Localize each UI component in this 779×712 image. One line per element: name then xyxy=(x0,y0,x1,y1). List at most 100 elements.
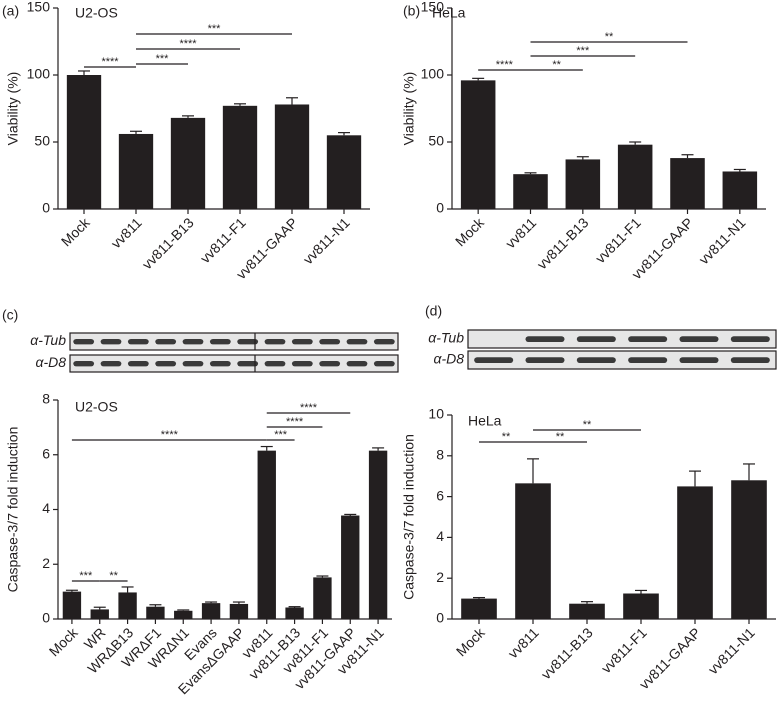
blot-band xyxy=(525,357,565,364)
y-axis-label: Viability (%) xyxy=(401,72,417,146)
x-tick-label: vv811-B13 xyxy=(534,214,592,272)
blot-band xyxy=(209,338,231,345)
y-tick-label: 0 xyxy=(42,610,50,626)
bar xyxy=(66,75,102,209)
blot-strip xyxy=(69,332,399,351)
significance-label: ** xyxy=(605,31,614,43)
blot-band xyxy=(346,360,368,367)
blot-band xyxy=(264,338,286,345)
blot-band xyxy=(346,338,368,345)
significance-label: ** xyxy=(556,431,565,443)
blot-band xyxy=(73,360,95,367)
x-tick-label: vv811-B13 xyxy=(139,214,197,272)
blot-band xyxy=(576,357,616,364)
bar xyxy=(222,105,258,209)
blot-label: α-D8 xyxy=(35,354,66,370)
bar xyxy=(460,80,496,209)
blot-band xyxy=(264,360,286,367)
y-tick-label: 50 xyxy=(34,133,50,149)
y-tick-label: 8 xyxy=(42,391,50,407)
bar xyxy=(274,104,310,209)
blot-band xyxy=(373,338,395,345)
panel-label: (b) xyxy=(403,3,420,19)
bar xyxy=(341,515,360,619)
blot-band xyxy=(155,360,177,367)
significance-label: ** xyxy=(552,59,561,71)
bar xyxy=(368,450,388,619)
blot-band xyxy=(291,360,313,367)
bar xyxy=(257,450,276,619)
blot-band xyxy=(100,360,122,367)
bar xyxy=(62,591,82,619)
subtitle: HeLa xyxy=(468,413,502,429)
y-tick-label: 2 xyxy=(42,555,50,571)
y-tick-label: 6 xyxy=(436,487,444,503)
significance-label: **** xyxy=(179,38,197,50)
blot-band xyxy=(182,360,204,367)
blot-band xyxy=(209,360,231,367)
bar xyxy=(326,135,362,209)
panel-label: (c) xyxy=(2,307,18,323)
bar xyxy=(170,117,206,209)
bar xyxy=(146,606,165,619)
blot-strip xyxy=(467,350,777,370)
significance-label: *** xyxy=(208,23,222,35)
bar xyxy=(569,603,605,619)
bar xyxy=(118,133,154,209)
blot-band xyxy=(730,336,770,343)
x-tick-label: vv811-F1 xyxy=(598,624,650,676)
panel-label: (a) xyxy=(2,3,19,19)
y-tick-label: 50 xyxy=(428,133,444,149)
x-tick-label: vv811-F1 xyxy=(197,214,249,266)
subtitle: U2-OS xyxy=(75,399,118,415)
blot-band xyxy=(182,338,204,345)
x-tick-label: Mock xyxy=(46,624,82,660)
subtitle: HeLa xyxy=(432,5,466,21)
blot-band xyxy=(73,338,95,345)
y-tick-label: 4 xyxy=(436,528,444,544)
blot-band xyxy=(373,360,395,367)
x-tick-label: vv811 xyxy=(108,214,145,251)
bar xyxy=(201,603,221,619)
blot-band xyxy=(319,360,341,367)
significance-label: **** xyxy=(300,402,318,414)
blot-band xyxy=(237,338,259,345)
significance-label: *** xyxy=(274,429,288,441)
x-tick-label: Mock xyxy=(452,214,488,250)
x-tick-label: vv811 xyxy=(502,214,539,251)
significance-label: *** xyxy=(156,53,170,65)
x-tick-label: Mock xyxy=(453,624,489,660)
bar xyxy=(118,592,137,619)
bar xyxy=(670,158,705,209)
x-tick-label: vv811-B13 xyxy=(538,624,596,682)
bar xyxy=(90,609,109,619)
bar xyxy=(617,144,653,209)
significance-label: ** xyxy=(583,419,592,431)
blot-band xyxy=(291,338,313,345)
y-tick-label: 150 xyxy=(27,0,51,15)
y-tick-label: 6 xyxy=(42,445,50,461)
bar xyxy=(461,598,497,619)
y-tick-label: 0 xyxy=(42,200,50,216)
blot-band xyxy=(576,336,616,343)
x-tick-label: Mock xyxy=(58,214,94,250)
blot-band xyxy=(237,360,259,367)
significance-label: *** xyxy=(79,570,93,582)
x-tick-label: vv811-N1 xyxy=(696,214,749,267)
significance-label: **** xyxy=(101,56,119,68)
blot-band xyxy=(628,357,668,364)
blot-band xyxy=(127,338,149,345)
panel-label: (d) xyxy=(425,303,442,319)
y-tick-label: 100 xyxy=(27,66,51,82)
bar xyxy=(513,174,548,209)
y-tick-label: 10 xyxy=(428,406,444,422)
blot-strip xyxy=(467,329,777,349)
significance-label: **** xyxy=(496,59,514,71)
blot-band xyxy=(474,357,514,364)
bar xyxy=(565,159,601,209)
bar xyxy=(285,607,304,619)
x-tick-label: vv811 xyxy=(505,624,542,661)
blot-label: α-Tub xyxy=(30,332,66,348)
blot-band xyxy=(525,336,565,343)
significance-label: ** xyxy=(502,431,511,443)
